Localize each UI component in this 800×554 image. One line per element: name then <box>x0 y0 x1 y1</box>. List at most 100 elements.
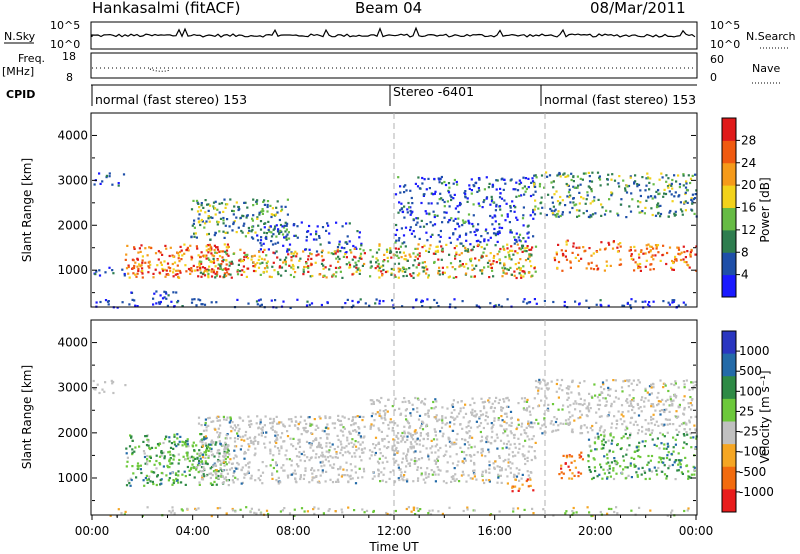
power-point <box>491 223 494 226</box>
velocity-point <box>412 438 415 441</box>
power-point <box>382 300 385 303</box>
power-point <box>344 253 347 256</box>
power-point <box>558 173 561 176</box>
power-point <box>474 233 477 237</box>
power-point <box>486 232 489 235</box>
power-point <box>241 231 244 234</box>
power-point <box>684 256 687 259</box>
velocity-point <box>529 484 532 487</box>
velocity-point <box>537 405 540 408</box>
power-point <box>95 301 98 304</box>
velocity-point <box>298 445 302 448</box>
power-point <box>214 276 217 279</box>
power-point <box>350 251 353 254</box>
power-point <box>128 276 131 279</box>
velocity-point <box>339 451 342 455</box>
velocity-point <box>224 454 227 457</box>
power-point <box>186 246 189 249</box>
velocity-point <box>283 425 286 428</box>
power-point <box>336 246 340 249</box>
power-point <box>561 199 564 202</box>
power-point <box>290 256 293 259</box>
power-point <box>333 250 336 253</box>
power-point <box>401 305 404 308</box>
velocity-point <box>466 508 469 511</box>
power-point <box>603 248 607 251</box>
velocity-point <box>671 463 674 467</box>
power-point <box>392 268 395 271</box>
velocity-point <box>526 459 529 463</box>
velocity-point <box>503 412 507 415</box>
velocity-point <box>534 457 537 460</box>
velocity-point <box>486 422 489 425</box>
velocity-point <box>343 446 346 449</box>
power-point <box>535 302 538 305</box>
power-point <box>489 236 492 239</box>
power-point <box>520 276 523 279</box>
power-point <box>204 199 207 202</box>
velocity-point <box>451 405 455 408</box>
power-point <box>534 174 537 177</box>
velocity-point <box>354 445 358 448</box>
power-point <box>513 270 516 273</box>
velocity-point <box>422 437 425 441</box>
power-point <box>677 304 680 307</box>
velocity-point <box>215 472 218 476</box>
power-point <box>136 305 139 308</box>
velocity-point <box>225 468 228 472</box>
velocity-point <box>145 474 148 477</box>
power-point <box>475 264 478 267</box>
power-point <box>657 211 660 214</box>
power-point <box>173 305 176 308</box>
power-point <box>540 174 544 177</box>
power-point <box>601 206 604 209</box>
velocity-point <box>237 434 240 437</box>
velocity-point <box>632 406 635 409</box>
velocity-point <box>198 454 201 457</box>
velocity-point <box>488 460 491 463</box>
power-point <box>571 206 574 210</box>
velocity-point <box>292 445 295 448</box>
velocity-point <box>303 429 306 432</box>
power-point <box>432 210 435 213</box>
velocity-point <box>335 451 338 454</box>
velocity-point <box>615 460 618 463</box>
velocity-point <box>226 456 229 459</box>
power-point <box>426 298 429 301</box>
power-point <box>172 271 175 274</box>
power-point <box>303 265 306 269</box>
velocity-point <box>406 480 409 483</box>
velocity-point <box>510 421 513 424</box>
velocity-point <box>417 509 420 512</box>
power-point <box>574 256 577 259</box>
power-point <box>256 234 259 237</box>
power-point <box>501 266 504 269</box>
power-point <box>678 186 681 189</box>
power-point <box>242 265 245 268</box>
power-point <box>403 191 406 194</box>
velocity-point <box>241 419 245 422</box>
power-point <box>443 211 446 214</box>
power-point <box>434 250 437 253</box>
velocity-point <box>172 458 175 461</box>
velocity-point <box>572 402 575 405</box>
velocity-point <box>362 467 365 470</box>
velocity-point <box>457 412 461 415</box>
velocity-point <box>414 429 417 432</box>
power-point <box>582 246 585 249</box>
velocity-point <box>677 463 680 466</box>
velocity-point <box>479 422 483 425</box>
velocity-point <box>637 445 640 448</box>
velocity-point <box>413 459 416 462</box>
velocity-point <box>517 489 520 492</box>
power-point <box>446 266 449 269</box>
velocity-point <box>567 396 570 399</box>
power-point <box>212 271 215 274</box>
velocity-point <box>315 453 318 456</box>
power-point <box>566 195 569 198</box>
velocity-point <box>149 447 152 451</box>
velocity-point <box>225 434 228 437</box>
power-point <box>638 256 641 259</box>
velocity-point <box>346 436 349 439</box>
velocity-point <box>682 422 685 425</box>
